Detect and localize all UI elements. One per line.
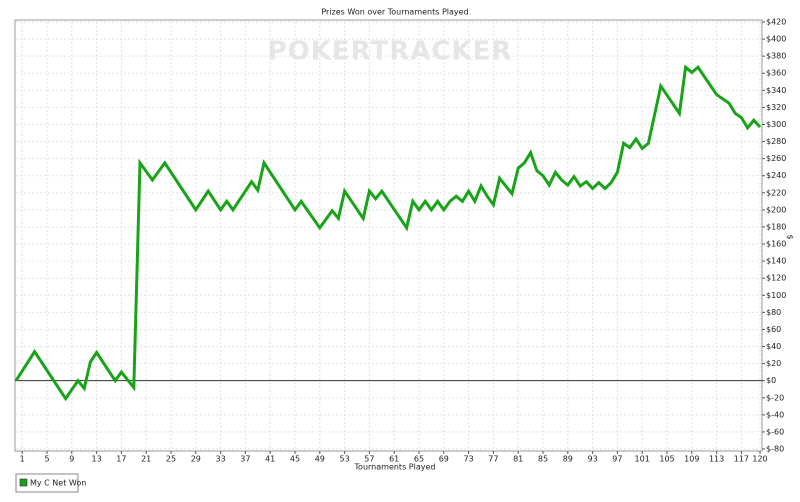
x-tick-label: 113 [709,455,724,464]
y-tick-label: $120 [766,274,786,283]
y-tick-label: $-80 [766,445,784,454]
y-tick-label: $280 [766,137,786,146]
plot-area [14,19,763,452]
x-tick-label: 25 [166,455,176,464]
x-tick-label: 1 [20,455,25,464]
x-tick-label: 77 [488,455,498,464]
x-tick-label: 41 [265,455,275,464]
x-tick-label: 120 [752,455,767,464]
x-tick-label: 5 [44,455,49,464]
data-line [14,64,762,402]
x-tick-label: 65 [414,455,424,464]
y-tick-label: $360 [766,69,786,78]
y-tick-label: $0 [766,376,776,385]
x-tick-label: 97 [612,455,622,464]
y-tick-label: $180 [766,222,786,231]
x-tick-label: 9 [69,455,74,464]
x-tick-label: 37 [240,455,250,464]
chart-title: Prizes Won over Tournaments Played [321,8,468,17]
y-tick-label: $160 [766,240,786,249]
y-tick-label: $100 [766,291,786,300]
legend-box [15,473,79,493]
x-tick-label: 33 [216,455,226,464]
y-tick-label: $40 [766,342,781,351]
x-tick-label: 21 [141,455,151,464]
x-tick-label: 109 [684,455,699,464]
x-tick-label: 61 [389,455,399,464]
y-tick-label: $140 [766,257,786,266]
y-tick-label: $200 [766,205,786,214]
x-tick-label: 81 [513,455,523,464]
x-tick-label: 85 [538,455,548,464]
watermark: POKERTRACKER [268,37,513,67]
x-tick-label: 73 [464,455,474,464]
x-tick-label: 117 [734,455,749,464]
y-tick-label: $-40 [766,410,784,419]
x-tick-label: 57 [364,455,374,464]
x-tick-label: 29 [191,455,201,464]
y-tick-label: $60 [766,325,781,334]
x-tick-label: 49 [315,455,325,464]
x-tick-label: 93 [588,455,598,464]
y-tick-label: $80 [766,308,781,317]
legend-swatch [19,478,28,487]
x-tick-label: 89 [563,455,573,464]
y-tick-label: $260 [766,154,786,163]
y-tick-label: $320 [766,103,786,112]
y-tick-label: $20 [766,359,781,368]
x-tick-label: 45 [290,455,300,464]
x-tick-label: 13 [92,455,102,464]
y-axis-label: $ [786,234,795,239]
x-tick-label: 105 [659,455,674,464]
x-tick-label: 69 [439,455,449,464]
y-tick-label: $220 [766,188,786,197]
y-tick-label: $300 [766,120,786,129]
x-tick-label: 101 [635,455,650,464]
y-tick-label: $420 [766,18,786,27]
x-tick-label: 53 [340,455,350,464]
legend-label: My C Net Won [30,479,86,488]
x-tick-label: 17 [116,455,126,464]
y-tick-label: $240 [766,171,786,180]
y-tick-label: $380 [766,52,786,61]
y-tick-label: $-20 [766,393,784,402]
y-tick-label: $-60 [766,427,784,436]
y-tick-label: $340 [766,86,786,95]
y-tick-label: $400 [766,35,786,44]
x-axis-label: Tournaments Played [354,463,436,472]
